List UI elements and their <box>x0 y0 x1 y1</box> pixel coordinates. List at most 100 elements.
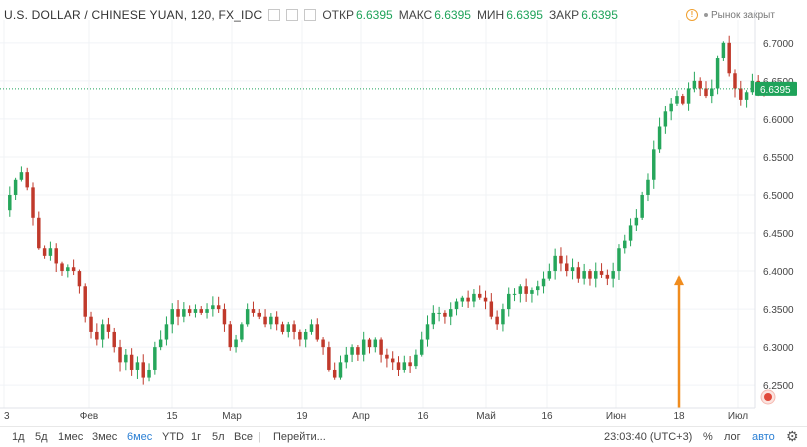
chart-header: U.S. DOLLAR / CHINESE YUAN, 120, FX_IDC … <box>0 0 780 30</box>
candle <box>506 293 511 310</box>
candle <box>344 354 349 363</box>
candle <box>466 297 470 302</box>
y-tick-label: 6.4500 <box>763 229 794 240</box>
auto-toggle[interactable]: авто <box>752 431 775 443</box>
high-label: МАКС <box>398 8 433 22</box>
range-button[interactable]: 5л <box>212 431 225 443</box>
open-label: ОТКР <box>322 8 354 22</box>
candle <box>686 88 691 104</box>
y-tick-label: 6.5000 <box>763 191 794 202</box>
candle <box>408 362 412 367</box>
candle <box>547 271 552 279</box>
candle <box>280 324 285 332</box>
candle <box>303 331 308 340</box>
candle <box>13 179 18 195</box>
candle <box>112 331 116 348</box>
candle <box>193 309 198 313</box>
candle <box>31 187 35 218</box>
candle <box>640 194 644 218</box>
candle <box>454 301 459 310</box>
candle <box>512 293 517 295</box>
hide-icon[interactable] <box>268 9 281 21</box>
candle <box>228 324 232 348</box>
high-value: 6.6395 <box>434 8 471 22</box>
gear-icon[interactable]: ⚙ <box>786 428 799 444</box>
candle <box>588 271 592 279</box>
range-button[interactable]: 5д <box>35 431 48 443</box>
candle <box>582 271 586 279</box>
candle <box>617 248 621 272</box>
candle <box>321 339 325 348</box>
candle <box>594 271 598 279</box>
candle <box>66 267 70 272</box>
divider: | <box>258 431 261 443</box>
candle <box>83 286 87 317</box>
candle <box>692 80 697 89</box>
close-label: ЗАКР <box>548 8 580 22</box>
candle <box>25 172 29 188</box>
low-label: МИН <box>476 8 505 22</box>
candle <box>553 255 557 272</box>
candle <box>727 42 731 74</box>
candle <box>646 179 650 195</box>
candle <box>536 286 540 291</box>
candle <box>605 274 610 279</box>
log-toggle[interactable]: лог <box>724 431 741 443</box>
candle <box>361 339 366 355</box>
open-value: 6.6395 <box>356 8 393 22</box>
candle <box>54 248 58 264</box>
range-button[interactable]: Все <box>234 431 253 443</box>
close-icon[interactable] <box>304 9 317 21</box>
range-button[interactable]: 1мес <box>58 431 84 443</box>
close-value: 6.6395 <box>581 8 618 22</box>
candle <box>182 309 186 317</box>
goto-button[interactable]: Перейти... <box>273 431 326 443</box>
candle <box>95 331 99 340</box>
candle <box>89 316 93 332</box>
candle <box>71 267 76 272</box>
alert-badge-dot <box>764 393 772 401</box>
candle <box>367 339 372 348</box>
candle <box>263 316 267 325</box>
market-status-text: Рынок закрыт <box>711 9 775 21</box>
candle <box>489 301 494 317</box>
x-tick-label: 3 <box>4 411 10 422</box>
x-tick-label: Июн <box>606 411 626 422</box>
candle <box>199 309 203 313</box>
range-button[interactable]: 1д <box>12 431 25 443</box>
candle <box>460 297 465 302</box>
range-button[interactable]: 1г <box>191 431 202 443</box>
candle <box>443 312 447 317</box>
candle <box>739 88 743 100</box>
settings-icon[interactable] <box>286 9 299 21</box>
x-tick-label: 15 <box>166 411 178 422</box>
candle <box>495 316 499 325</box>
time-display: 23:03:40 (UTC+3) <box>604 431 693 443</box>
candle <box>37 217 41 249</box>
y-tick-label: 6.3500 <box>763 305 794 316</box>
range-button[interactable]: 6мес <box>127 431 153 443</box>
candle <box>431 312 436 325</box>
candle <box>472 293 476 302</box>
candle <box>315 324 320 340</box>
candle <box>240 324 244 340</box>
symbol-title[interactable]: U.S. DOLLAR / CHINESE YUAN, 120, FX_IDC <box>4 8 263 22</box>
candle <box>164 324 169 340</box>
percent-toggle[interactable]: % <box>703 431 713 443</box>
candle <box>338 362 343 378</box>
x-tick-label: Май <box>476 411 496 422</box>
candle <box>269 316 273 325</box>
bottom-toolbar: 1д 5д 1мес 3мес 6мес YTD 1г 5л Все | Перейти... … <box>0 426 807 447</box>
range-button[interactable]: 3мес <box>92 431 118 443</box>
info-icon[interactable]: ! <box>686 9 698 21</box>
range-button[interactable]: YTD <box>162 431 184 443</box>
candle <box>77 271 82 287</box>
candle <box>298 331 302 340</box>
candle <box>611 271 615 279</box>
candle <box>141 362 145 378</box>
y-axis: 6.70006.65006.60006.55006.50006.45006.40… <box>754 10 797 408</box>
y-tick-label: 6.5500 <box>763 153 794 164</box>
candle <box>710 88 714 97</box>
